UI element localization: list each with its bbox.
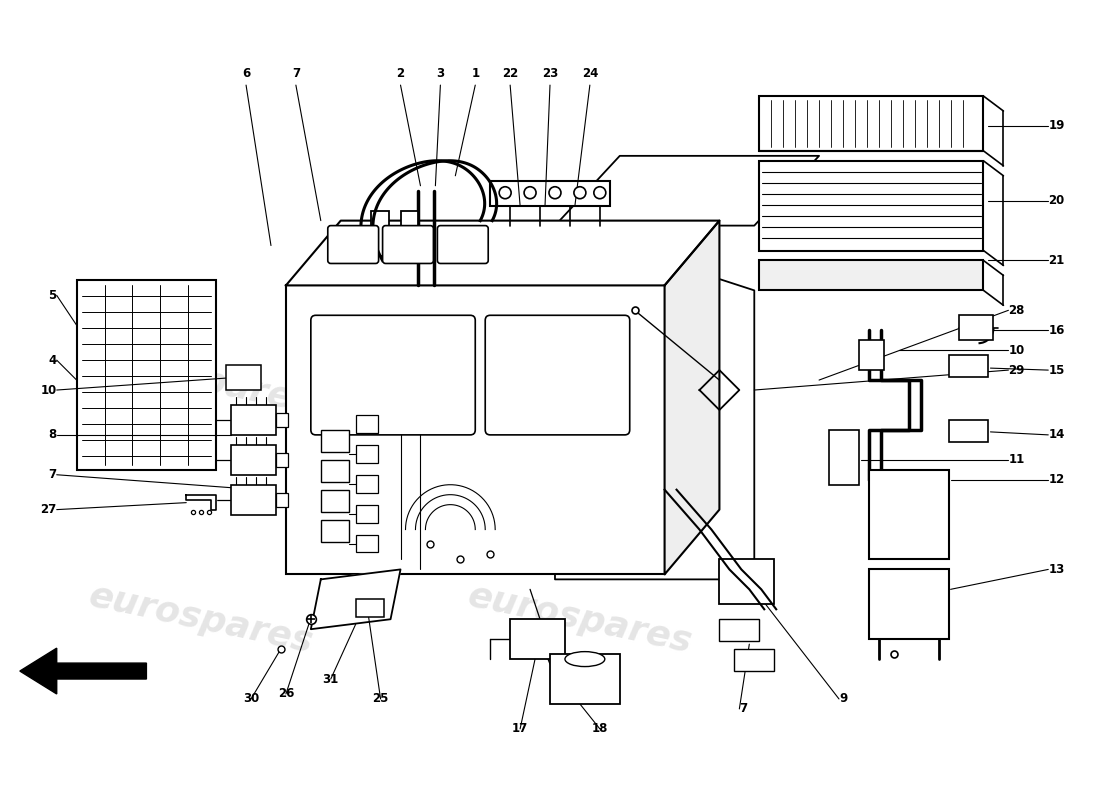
FancyBboxPatch shape bbox=[328, 226, 378, 263]
Bar bbox=[355, 599, 384, 618]
Polygon shape bbox=[20, 648, 146, 694]
Text: 21: 21 bbox=[1048, 254, 1065, 267]
Text: eurospares: eurospares bbox=[86, 579, 317, 660]
Circle shape bbox=[499, 186, 512, 198]
FancyBboxPatch shape bbox=[311, 315, 475, 435]
Bar bbox=[759, 261, 983, 290]
Bar bbox=[321, 460, 349, 482]
Bar bbox=[829, 430, 859, 485]
Text: 7: 7 bbox=[292, 66, 300, 80]
Polygon shape bbox=[664, 221, 719, 574]
Text: 26: 26 bbox=[277, 687, 294, 701]
Bar bbox=[371, 210, 388, 255]
Bar bbox=[869, 470, 948, 559]
Bar bbox=[355, 415, 377, 433]
Bar bbox=[510, 619, 565, 659]
Text: 7: 7 bbox=[739, 702, 748, 715]
Text: 31: 31 bbox=[322, 673, 339, 686]
Text: 20: 20 bbox=[1048, 194, 1065, 207]
Bar bbox=[400, 210, 418, 255]
Text: 6: 6 bbox=[242, 66, 250, 80]
Text: 22: 22 bbox=[502, 66, 518, 80]
Text: 1: 1 bbox=[471, 66, 480, 80]
Circle shape bbox=[524, 186, 536, 198]
Bar bbox=[948, 355, 989, 377]
FancyBboxPatch shape bbox=[438, 226, 488, 263]
FancyBboxPatch shape bbox=[383, 226, 433, 263]
Bar bbox=[958, 315, 993, 340]
Text: 17: 17 bbox=[512, 722, 528, 735]
Bar bbox=[759, 161, 983, 250]
Circle shape bbox=[574, 186, 586, 198]
Text: eurospares: eurospares bbox=[464, 579, 695, 660]
Circle shape bbox=[594, 186, 606, 198]
Bar bbox=[77, 281, 217, 470]
Text: 4: 4 bbox=[48, 354, 57, 366]
Bar bbox=[321, 490, 349, 512]
Bar bbox=[355, 474, 377, 493]
Text: eurospares: eurospares bbox=[86, 340, 317, 421]
Bar bbox=[276, 453, 288, 466]
Bar bbox=[276, 413, 288, 427]
Text: 10: 10 bbox=[1009, 344, 1025, 357]
Text: 19: 19 bbox=[1048, 119, 1065, 133]
Text: 12: 12 bbox=[1048, 474, 1065, 486]
FancyBboxPatch shape bbox=[485, 315, 629, 435]
Bar bbox=[321, 519, 349, 542]
Bar bbox=[286, 286, 664, 574]
Text: 11: 11 bbox=[1009, 454, 1025, 466]
Text: 8: 8 bbox=[48, 428, 57, 442]
Bar bbox=[355, 534, 377, 553]
Bar bbox=[859, 340, 883, 370]
Text: 9: 9 bbox=[839, 693, 847, 706]
Text: 30: 30 bbox=[243, 693, 260, 706]
Text: 28: 28 bbox=[1009, 304, 1025, 317]
Bar bbox=[491, 181, 609, 206]
Text: 3: 3 bbox=[437, 66, 444, 80]
Bar bbox=[231, 405, 276, 435]
Text: 2: 2 bbox=[396, 66, 405, 80]
Text: 13: 13 bbox=[1048, 563, 1065, 576]
Text: 15: 15 bbox=[1048, 364, 1065, 377]
Text: 24: 24 bbox=[582, 66, 598, 80]
Text: 16: 16 bbox=[1048, 324, 1065, 337]
Bar bbox=[735, 649, 774, 671]
Text: eurospares: eurospares bbox=[464, 340, 695, 421]
Polygon shape bbox=[186, 494, 217, 510]
Text: 5: 5 bbox=[48, 289, 57, 302]
Circle shape bbox=[549, 186, 561, 198]
Bar bbox=[355, 445, 377, 462]
Text: 14: 14 bbox=[1048, 428, 1065, 442]
Text: 10: 10 bbox=[41, 383, 57, 397]
Polygon shape bbox=[286, 221, 719, 286]
Bar bbox=[719, 619, 759, 641]
Text: 27: 27 bbox=[41, 503, 57, 516]
Bar bbox=[227, 365, 261, 390]
Ellipse shape bbox=[565, 652, 605, 666]
Bar bbox=[719, 559, 774, 604]
Bar bbox=[869, 570, 948, 639]
Text: 18: 18 bbox=[592, 722, 608, 735]
Text: 7: 7 bbox=[48, 468, 57, 482]
Bar bbox=[759, 96, 983, 151]
Bar bbox=[276, 493, 288, 506]
Polygon shape bbox=[311, 570, 400, 630]
Text: 25: 25 bbox=[373, 693, 388, 706]
Bar bbox=[948, 420, 989, 442]
Bar bbox=[550, 654, 619, 704]
Bar bbox=[355, 505, 377, 522]
Bar bbox=[321, 430, 349, 452]
Bar bbox=[231, 485, 276, 514]
Text: 23: 23 bbox=[542, 66, 558, 80]
Bar bbox=[231, 445, 276, 474]
Text: 29: 29 bbox=[1009, 364, 1025, 377]
